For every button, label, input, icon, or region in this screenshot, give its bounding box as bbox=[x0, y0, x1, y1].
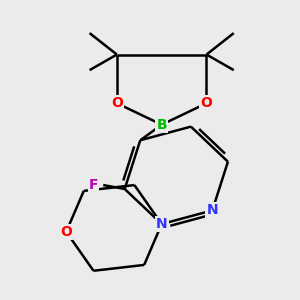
Text: O: O bbox=[60, 225, 72, 239]
Text: O: O bbox=[201, 96, 212, 110]
Text: O: O bbox=[111, 96, 123, 110]
Text: B: B bbox=[156, 118, 167, 132]
Text: N: N bbox=[156, 217, 167, 231]
Text: N: N bbox=[206, 203, 218, 218]
Text: F: F bbox=[89, 178, 98, 192]
